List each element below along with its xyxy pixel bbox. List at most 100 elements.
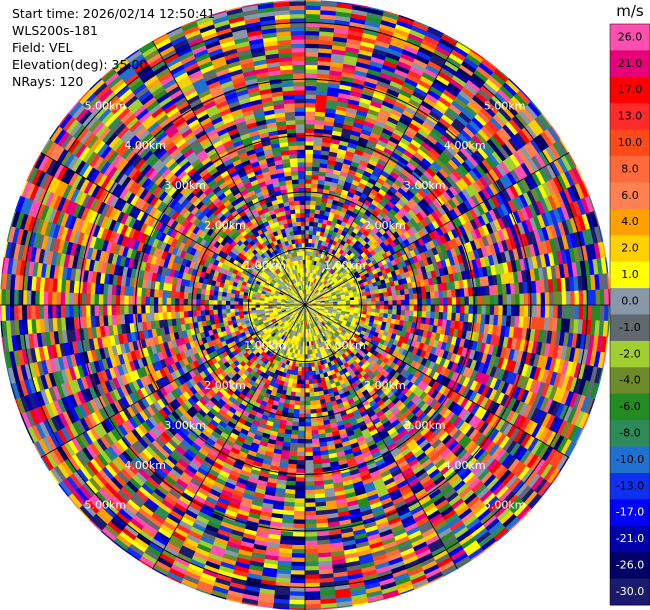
velocity-gate [344,280,350,285]
velocity-gate [409,299,415,306]
velocity-gate [312,374,317,380]
velocity-gate [391,252,399,260]
velocity-gate [418,455,430,466]
velocity-gate [311,291,315,296]
velocity-gate [381,15,399,25]
velocity-gate [398,347,405,355]
velocity-gate [304,455,314,461]
velocity-gate [419,42,436,54]
velocity-gate [438,117,452,129]
velocity-gate [560,249,568,265]
velocity-gate [499,347,507,359]
velocity-gate [304,540,318,546]
velocity-gate [396,329,403,337]
velocity-gate [304,489,315,495]
velocity-gate [368,202,377,211]
velocity-gate [418,495,432,507]
velocity-gate [357,163,367,171]
velocity-gate [509,224,518,238]
velocity-gate [357,465,369,474]
velocity-gate [365,276,372,282]
velocity-gate [511,399,521,413]
velocity-gate [440,564,457,577]
velocity-gate [454,556,471,569]
velocity-gate [495,530,510,543]
velocity-gate [524,124,538,140]
velocity-gate [528,203,538,219]
velocity-gate [548,416,560,433]
velocity-gate [343,59,358,67]
velocity-gate [518,316,524,329]
velocity-gate [407,477,420,488]
velocity-gate [322,188,330,195]
velocity-gate [444,437,456,449]
velocity-gate [439,67,455,80]
velocity-gate [375,230,384,239]
velocity-gate [388,305,393,310]
velocity-gate [396,209,406,219]
velocity-gate [406,228,415,237]
velocity-gate [329,325,334,330]
velocity-gate [578,305,584,321]
velocity-gate [319,272,324,277]
velocity-gate [307,300,311,304]
velocity-gate [435,373,444,384]
velocity-gate [546,330,553,345]
velocity-gate [436,326,442,335]
velocity-gate [433,284,439,292]
velocity-gate [540,483,552,498]
velocity-gate [336,247,342,253]
velocity-gate [418,46,434,58]
velocity-gate [556,250,564,266]
velocity-gate [312,251,317,257]
velocity-gate [310,277,313,282]
velocity-gate [362,301,368,306]
velocity-gate [432,495,447,507]
velocity-gate [537,113,552,130]
velocity-gate [305,212,311,218]
velocity-gate [298,422,305,427]
velocity-gate [397,414,407,423]
velocity-gate [468,76,484,90]
velocity-gate [445,453,457,466]
velocity-gate [305,297,308,303]
velocity-gate [308,289,311,295]
velocity-gate [448,172,460,184]
velocity-gate [375,301,381,306]
velocity-gate [423,35,440,47]
velocity-gate [516,388,526,402]
velocity-gate [463,57,480,71]
velocity-gate [403,149,415,160]
velocity-gate [325,290,331,295]
velocity-gate [468,120,482,133]
velocity-gate [374,378,383,387]
velocity-gate [304,515,317,520]
velocity-gate [397,187,407,197]
velocity-gate [414,179,425,190]
velocity-gate [403,283,409,290]
velocity-gate [501,189,512,203]
velocity-gate [396,425,406,435]
velocity-gate [376,521,390,530]
velocity-gate [305,145,314,150]
velocity-gate [536,241,545,256]
velocity-gate [416,356,424,365]
velocity-gate [474,406,484,418]
velocity-gate [400,487,413,497]
velocity-gate [492,482,506,497]
velocity-gate [477,237,486,249]
velocity-gate [391,36,407,46]
velocity-gate [359,45,375,53]
velocity-gate [325,339,330,345]
velocity-gate [543,317,550,332]
velocity-gate [388,186,398,195]
velocity-gate [477,408,488,421]
velocity-gate [304,400,311,406]
velocity-gate [438,349,445,359]
velocity-gate [330,335,336,341]
velocity-gate [541,429,554,445]
velocity-gate [457,355,466,366]
velocity-gate [367,424,377,433]
velocity-gate [413,433,424,443]
velocity-gate [317,243,322,250]
